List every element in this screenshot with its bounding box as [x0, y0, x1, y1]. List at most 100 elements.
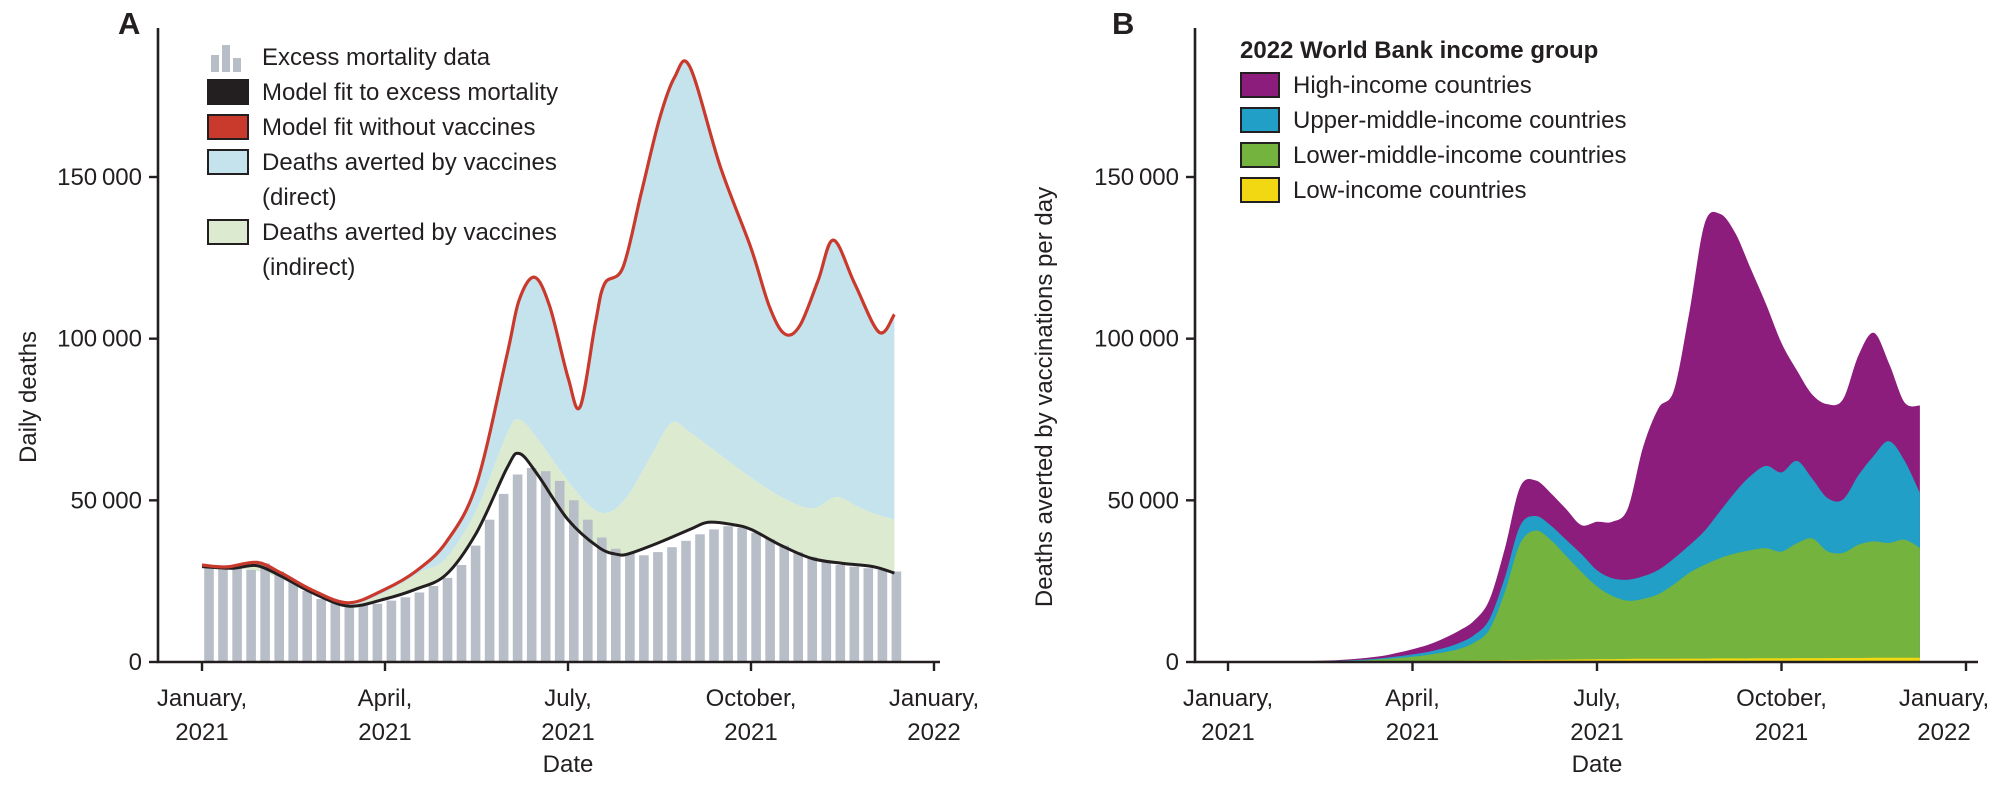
excess-bar — [653, 552, 663, 661]
panel-b-legend-items: High-income countries Upper-middle-income… — [1240, 68, 1626, 208]
excess-bar — [723, 526, 733, 661]
excess-bar — [274, 571, 284, 661]
x-tick-label-month: October, — [1736, 685, 1827, 712]
panel-b-chart: 0 50 000 100 000 150 000 January, 2021 April, 2… — [1031, 28, 1989, 778]
panel-a-legend: Excess mortality data Model fit to excess… — [207, 40, 592, 285]
excess-bar — [456, 565, 467, 661]
legend-swatch-low-income — [1240, 177, 1280, 203]
y-tick-label: 0 — [1166, 649, 1179, 676]
x-tick-label-year: 2022 — [1917, 719, 1970, 746]
y-tick-label: 100 000 — [1094, 326, 1179, 353]
excess-bar — [863, 568, 874, 661]
excess-bar — [428, 586, 439, 661]
excess-bar — [288, 581, 298, 661]
y-tick-label: 0 — [129, 649, 142, 676]
x-tick-label-month: July, — [1573, 685, 1621, 712]
excess-bar — [526, 468, 537, 661]
excess-bar — [597, 537, 607, 661]
excess-bar — [358, 605, 369, 661]
legend-swatch-averted-direct — [207, 149, 249, 175]
legend-swatch-averted-indirect — [207, 219, 249, 245]
excess-bar — [611, 548, 621, 661]
legend-item: High-income countries — [1240, 68, 1626, 103]
excess-bar — [372, 603, 383, 661]
excess-bar — [891, 571, 902, 661]
x-tick-label-year: 2021 — [175, 719, 228, 746]
y-tick-label: 150 000 — [1094, 164, 1179, 191]
y-tick-label: 150 000 — [57, 164, 142, 191]
excess-bar — [583, 519, 593, 661]
excess-bar — [625, 553, 635, 661]
excess-bar — [316, 599, 326, 661]
excess-bar — [877, 569, 888, 661]
excess-bar — [709, 529, 719, 661]
excess-bar — [779, 545, 789, 661]
y-tick-label: 50 000 — [70, 487, 142, 514]
legend-label: Lower-middle-income countries — [1293, 142, 1627, 169]
y-tick-label: 50 000 — [1107, 487, 1179, 514]
legend-label: Upper-middle-income countries — [1293, 107, 1627, 134]
excess-bar — [344, 605, 355, 661]
excess-mortality-bars-icon — [211, 45, 241, 72]
x-tick-label-year: 2021 — [1386, 719, 1439, 746]
excess-bar — [835, 565, 846, 661]
x-tick-label-month: April, — [1385, 685, 1440, 712]
excess-bar — [751, 532, 761, 661]
x-tick-label-year: 2021 — [541, 719, 594, 746]
x-tick-label-year: 2021 — [1570, 719, 1623, 746]
excess-bar — [512, 474, 523, 661]
x-tick-label-year: 2021 — [358, 719, 411, 746]
panel-a-chart: 0 50 000 100 000 150 000 January, 2021 April, 2… — [15, 28, 979, 778]
x-tick-label-year: 2021 — [1755, 719, 1808, 746]
legend-label: Deaths averted by vaccines (direct) — [262, 149, 557, 211]
excess-bar — [681, 540, 691, 662]
x-axis-title: Date — [1572, 751, 1623, 778]
x-tick-label-month: January, — [1899, 685, 1989, 712]
excess-bar — [330, 603, 341, 661]
excess-bar — [218, 566, 228, 661]
panel-a-letter: A — [118, 6, 141, 41]
x-tick-label-month: January, — [157, 685, 247, 712]
legend-swatch-model-fit-line — [207, 79, 249, 105]
excess-bar — [400, 597, 411, 661]
y-axis-title: Deaths averted by vaccinations per day — [1031, 187, 1058, 607]
legend-label: Deaths averted by vaccines (indirect) — [262, 219, 557, 281]
legend-item: Deaths averted by vaccines (indirect) — [207, 215, 592, 285]
panel-b-legend: 2022 World Bank income group High-income… — [1240, 33, 1626, 208]
legend-swatch-high-income — [1240, 72, 1280, 98]
panel-b-legend-title: 2022 World Bank income group — [1240, 37, 1599, 64]
excess-bar — [386, 600, 397, 661]
x-tick-label-year: 2021 — [1201, 719, 1254, 746]
legend-item: Lower-middle-income countries — [1240, 138, 1626, 173]
x-axis-title: Date — [543, 751, 594, 778]
excess-bar — [232, 568, 242, 661]
excess-mortality-bars — [204, 468, 902, 662]
excess-bar — [540, 471, 551, 661]
legend-item: Upper-middle-income countries — [1240, 103, 1626, 138]
no-vaccines-line — [201, 59, 896, 605]
legend-item: Model fit to excess mortality — [207, 75, 592, 110]
legend-label: Model fit without vaccines — [262, 114, 536, 141]
legend-item: Deaths averted by vaccines (direct) — [207, 145, 592, 215]
legend-swatch-no-vaccines-line — [207, 114, 249, 140]
x-tick-label-month: July, — [544, 685, 592, 712]
legend-label: Low-income countries — [1293, 177, 1527, 204]
legend-swatch-upper-middle-income — [1240, 107, 1280, 133]
excess-bar — [470, 545, 481, 661]
x-tick-label-month: October, — [706, 685, 797, 712]
excess-bar — [695, 534, 705, 661]
model-fit-line — [201, 451, 895, 608]
y-axis-title: Daily deaths — [15, 331, 42, 463]
excess-bar — [849, 566, 860, 661]
legend-item: Model fit without vaccines — [207, 110, 592, 145]
x-tick-label-month: April, — [358, 685, 413, 712]
legend-label: Excess mortality data — [262, 44, 491, 71]
legend-label: High-income countries — [1293, 72, 1532, 99]
excess-bar — [554, 480, 565, 661]
excess-bar — [302, 590, 312, 661]
legend-label: Model fit to excess mortality — [262, 79, 559, 106]
excess-bar — [246, 569, 256, 661]
excess-bar — [484, 519, 495, 661]
